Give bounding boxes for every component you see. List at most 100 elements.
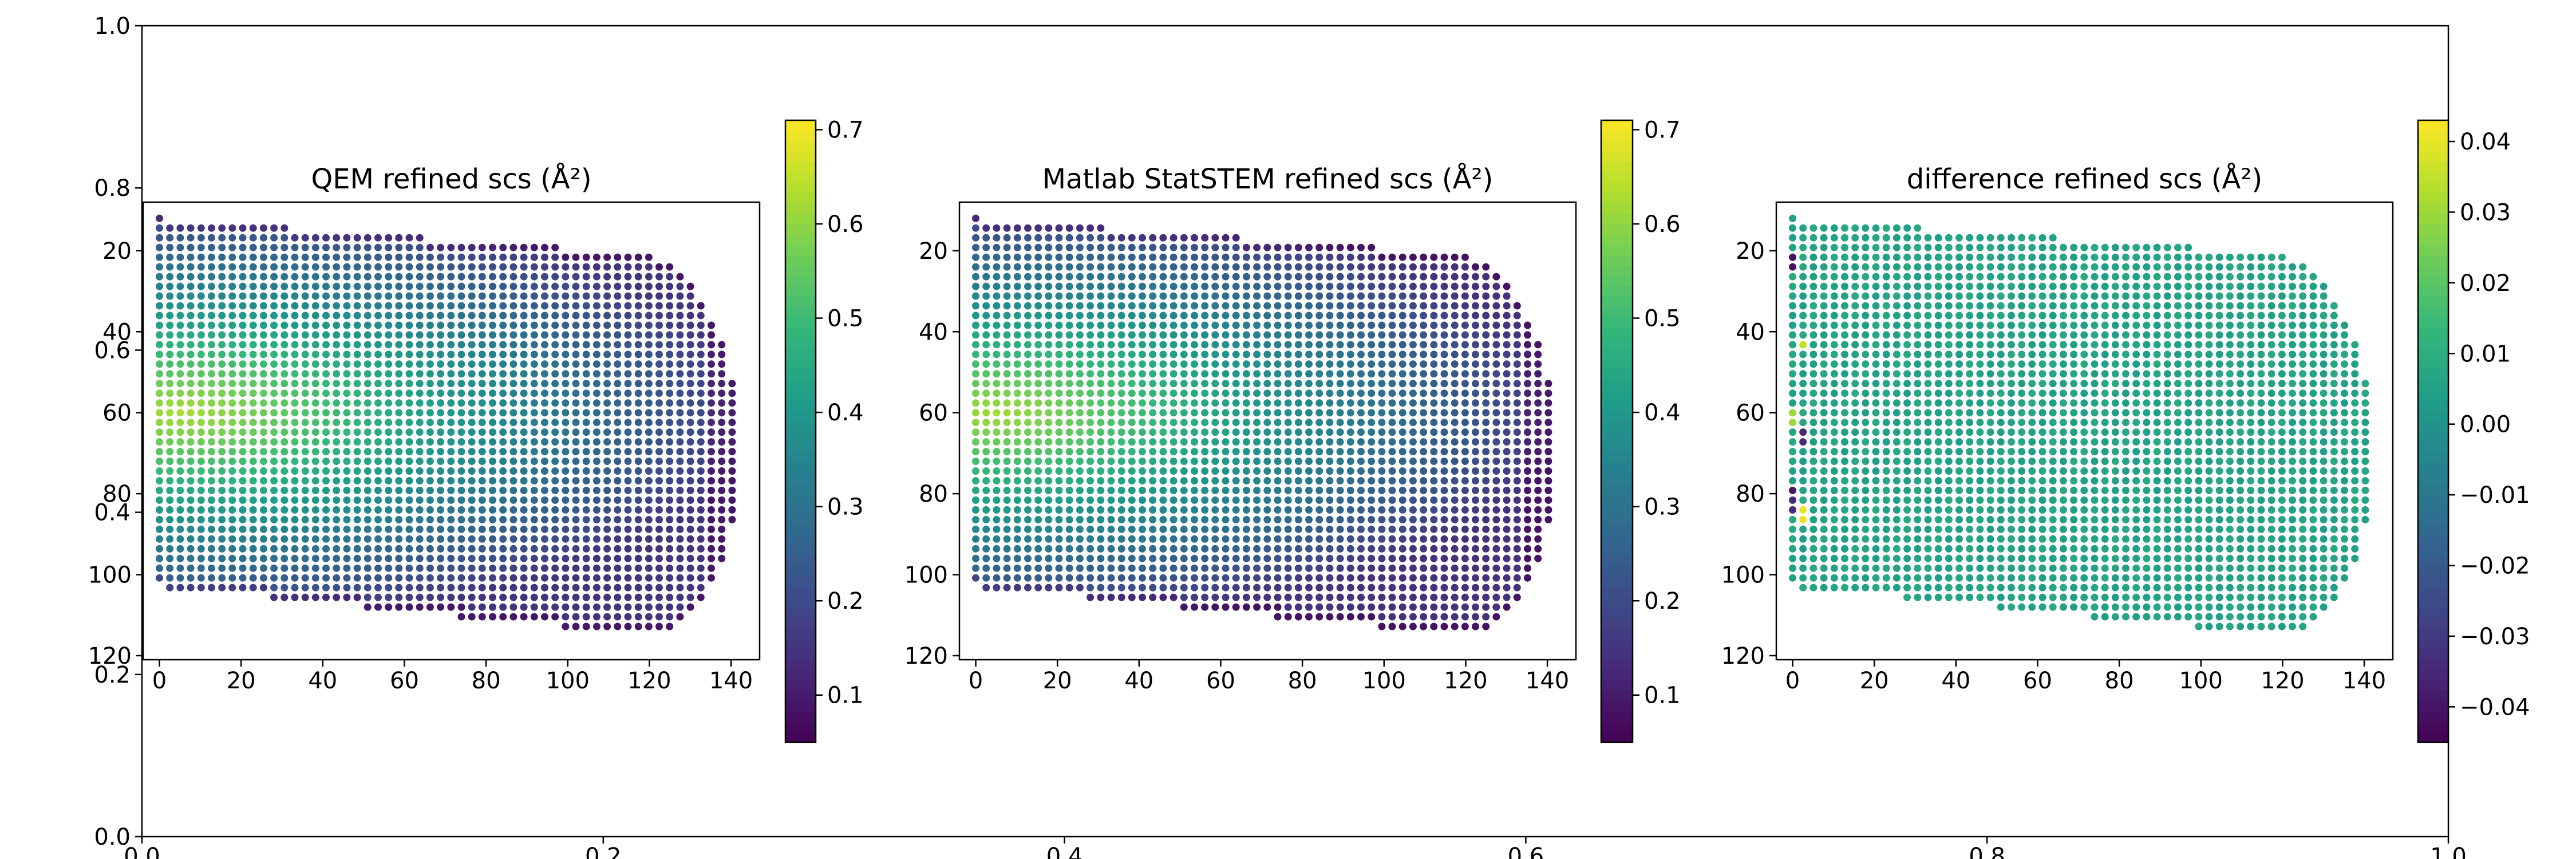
scatter-point [1388,389,1396,397]
scatter-point [489,273,496,281]
scatter-point [1107,409,1115,417]
scatter-point [1872,584,1880,592]
scatter-point [478,389,486,397]
colorbar-segment [785,431,816,442]
scatter-point [530,525,538,533]
scatter-point [416,302,424,310]
scatter-point [1368,564,1376,572]
scatter-point [499,428,507,436]
scatter-point [1045,273,1053,281]
scatter-point [1924,360,1932,368]
scatter-point [228,477,236,484]
scatter-point [1180,535,1188,543]
scatter-point [509,603,517,611]
scatter-point [228,350,236,358]
scatter-point [982,515,990,523]
scatter-point [697,321,705,329]
scatter-point [1274,467,1282,475]
scatter-point [1232,428,1240,436]
scatter-point [1482,360,1490,368]
scatter-point [551,243,559,251]
scatter-point [478,613,486,621]
scatter-point [218,341,226,349]
scatter-point [603,554,611,562]
scatter-point [437,331,445,339]
scatter-point [478,515,486,523]
scatter-point [541,428,548,436]
scatter-point [1242,448,1250,456]
scatter-point [1841,467,1848,475]
scatter-point [1492,525,1500,533]
scatter-point [1242,554,1250,562]
scatter-point [634,419,642,427]
scatter-point [655,515,663,523]
scatter-point [322,438,330,446]
scatter-point [697,399,705,407]
scatter-point [1180,350,1188,358]
scatter-point [1461,593,1469,601]
scatter-point [1799,263,1807,271]
scatter-point [1398,458,1406,465]
scatter-point [1451,467,1459,475]
scatter-point [364,467,372,475]
scatter-point [1503,467,1511,475]
scatter-point [1388,622,1396,631]
scatter-point [1191,419,1198,427]
scatter-point [1472,554,1479,562]
scatter-point [447,409,455,417]
scatter-point [280,263,289,271]
scatter-point [353,273,361,281]
scatter-point [1862,321,1870,329]
scatter-point [385,399,393,407]
scatter-point [1799,574,1807,582]
scatter-point [478,438,486,446]
scatter-point [259,263,267,271]
scatter-point [1263,419,1271,427]
scatter-point [1013,554,1021,562]
scatter-point [249,486,257,494]
scatter-point [1841,564,1848,572]
scatter-point [228,341,236,349]
scatter-point [1903,438,1911,446]
scatter-point [572,438,580,446]
scatter-point [197,448,205,456]
scatter-point [259,496,267,504]
scatter-point [551,564,559,572]
scatter-point [343,574,351,582]
scatter-point [478,535,486,543]
scatter-point [437,506,445,514]
scatter-point [1024,253,1032,261]
scatter-point [562,477,570,484]
scatter-point [166,302,174,310]
scatter-point [1862,525,1870,533]
scatter-point [614,273,622,281]
scatter-point [322,234,330,242]
scatter-point [592,467,600,475]
scatter-point [280,448,289,456]
scatter-point [353,321,361,329]
scatter-point [686,341,694,349]
scatter-point [1799,253,1807,261]
scatter-point [1544,448,1552,456]
scatter-point [1211,370,1219,378]
scatter-point [1336,419,1344,427]
scatter-point [1862,515,1870,523]
scatter-point [291,282,299,290]
scatter-point [1820,273,1828,281]
scatter-point [686,467,694,475]
scatter-point [1789,399,1796,407]
scatter-point [708,360,715,368]
scatter-point [385,331,393,339]
scatter-point [311,438,319,446]
scatter-point [437,409,445,417]
scatter-point [426,554,434,562]
scatter-point [1420,506,1428,514]
scatter-point [1284,613,1292,621]
scatter-point [1809,525,1818,533]
scatter-point [1222,574,1230,582]
scatter-point [1862,545,1870,553]
scatter-point [1003,438,1011,446]
scatter-point [1924,564,1932,572]
colorbar-segment [785,535,816,546]
scatter-point [1117,360,1125,368]
